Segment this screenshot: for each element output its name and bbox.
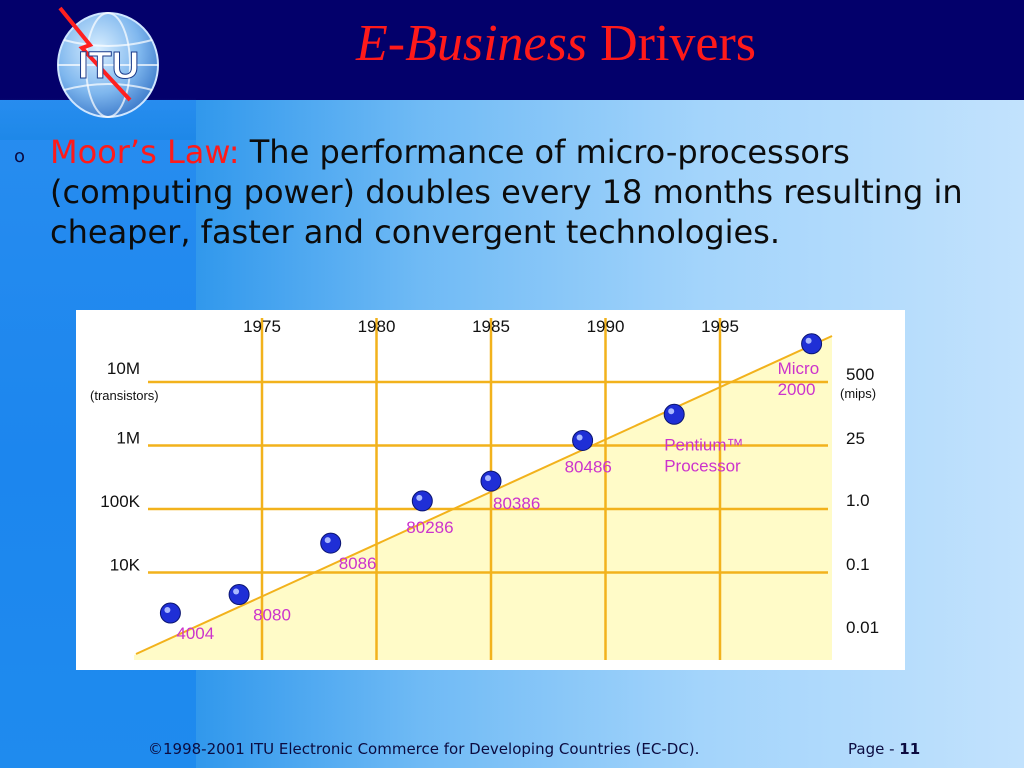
data-point-highlight [805, 337, 812, 344]
y-right-tick-label: 1.0 [846, 491, 870, 510]
chart-container: 1975 1980 1985 1990 1995 10M 1M 100K 10K (transis… [76, 310, 905, 670]
bullet-body: The performance of micro-processors (com… [50, 133, 963, 251]
page-title: E-Business Drivers [356, 12, 756, 76]
y-left-tick-label: 100K [100, 492, 140, 511]
footer: ©1998-2001 ITU Electronic Commerce for D… [0, 738, 1024, 762]
y-left-tick-label: 10M [107, 359, 140, 378]
x-tick-label: 1985 [472, 317, 510, 336]
data-point-4004 [159, 602, 181, 624]
data-point-label: 80286 [406, 518, 453, 537]
y-right-axis-label: (mips) [840, 386, 876, 401]
data-point-pentium™ [663, 403, 685, 425]
y-left-axis-label: (transistors) [90, 388, 159, 403]
bullet-paragraph: Moor’s Law: The performance of micro-pro… [50, 132, 1010, 252]
trend-area [134, 336, 832, 660]
data-point-8086 [320, 532, 342, 554]
x-tick-label: 1980 [358, 317, 396, 336]
data-point-80486 [572, 429, 594, 451]
footer-page: Page - 11 [848, 740, 920, 758]
data-point-highlight [485, 475, 491, 482]
y-right-tick-label: 500 [846, 365, 874, 384]
footer-copyright: ©1998-2001 ITU Electronic Commerce for D… [148, 740, 700, 758]
data-point-8080 [228, 584, 250, 606]
logo-text: ITU [78, 45, 139, 87]
title-bar [196, 0, 1024, 100]
data-point-label: 2000 [778, 380, 816, 399]
page-number: 11 [899, 740, 921, 758]
data-point-highlight [233, 588, 240, 595]
data-point-label: 4004 [176, 624, 214, 643]
data-point-label: Pentium™ [664, 435, 743, 454]
trend-line [135, 335, 833, 655]
data-point-highlight [668, 408, 675, 415]
data-point-label: 80486 [565, 457, 612, 476]
data-point-80286 [411, 490, 433, 512]
data-point-micro [801, 333, 823, 355]
moores-law-chart: 1975 1980 1985 1990 1995 10M 1M 100K 10K (transis… [90, 317, 879, 660]
data-point-label: 80386 [493, 494, 540, 513]
y-right-tick-label: 0.1 [846, 555, 870, 574]
x-tick-label: 1990 [587, 317, 625, 336]
data-point-highlight [576, 434, 583, 441]
page-label: Page - [848, 740, 895, 758]
bullet-marker: o [14, 146, 26, 167]
data-point-highlight [164, 607, 171, 614]
y-left-tick-label: 1M [116, 429, 140, 448]
x-tick-label: 1975 [243, 317, 281, 336]
x-tick-label: 1995 [701, 317, 739, 336]
data-point-label: 8086 [339, 554, 377, 573]
data-point-highlight [324, 537, 331, 544]
data-point-label: Micro [778, 359, 820, 378]
itu-logo: ITU [57, 6, 159, 118]
y-right-tick-label: 0.01 [846, 618, 879, 637]
data-point-80386 [480, 470, 502, 492]
y-left-tick-label: 10K [110, 556, 141, 575]
data-point-label: Processor [664, 456, 741, 475]
title-regular: Drivers [600, 15, 757, 72]
data-point-label: 8080 [253, 606, 291, 625]
y-right-tick-label: 25 [846, 429, 865, 448]
bullet-lead: Moor’s Law: [50, 133, 240, 171]
title-italic: E-Business [356, 15, 588, 72]
data-point-highlight [416, 494, 423, 501]
